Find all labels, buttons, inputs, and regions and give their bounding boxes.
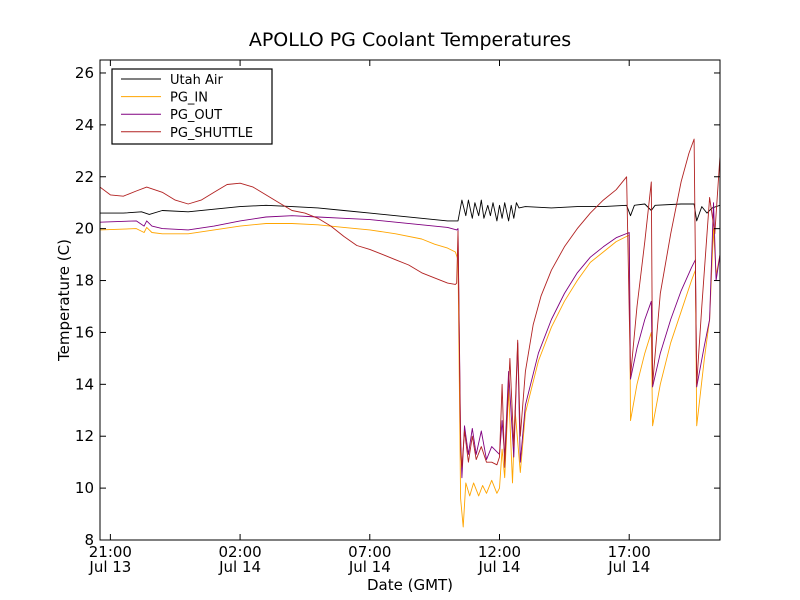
series-line-utah-air bbox=[100, 199, 720, 222]
x-tick-label-time: 02:00 bbox=[218, 543, 261, 561]
y-tick-label: 10 bbox=[75, 479, 94, 497]
y-axis-label: Temperature (C) bbox=[55, 239, 73, 362]
y-axis: 8 10 12 14 16 18 20 22 24 26 bbox=[75, 64, 720, 549]
y-tick-label: 16 bbox=[75, 323, 94, 341]
y-tick-label: 26 bbox=[75, 64, 94, 82]
x-tick-label-date: Jul 14 bbox=[478, 558, 521, 576]
legend-label: PG_SHUTTLE bbox=[170, 126, 253, 141]
x-tick-label-date: Jul 14 bbox=[607, 558, 650, 576]
y-tick-label: 20 bbox=[75, 220, 94, 238]
plot-frame bbox=[99, 59, 721, 541]
series-line-pg-out bbox=[100, 202, 720, 479]
y-tick-label: 14 bbox=[75, 375, 94, 393]
y-tick-label: 24 bbox=[75, 116, 94, 134]
legend-label: PG_OUT bbox=[170, 108, 222, 123]
y-tick-label: 22 bbox=[75, 168, 94, 186]
series-layer bbox=[100, 138, 720, 528]
y-tick-label: 12 bbox=[75, 427, 94, 445]
series-line-pg-in bbox=[100, 223, 720, 528]
x-tick-label-time: 21:00 bbox=[89, 543, 132, 561]
y-tick-label: 8 bbox=[84, 531, 94, 549]
legend-label: PG_IN bbox=[170, 91, 208, 106]
x-tick-label-date: Jul 13 bbox=[88, 558, 131, 576]
x-tick-label-date: Jul 14 bbox=[348, 558, 391, 576]
legend-label: Utah Air bbox=[170, 73, 223, 88]
series-line-pg-shuttle bbox=[100, 138, 720, 468]
chart-title: APOLLO PG Coolant Temperatures bbox=[249, 29, 571, 51]
x-tick-label-time: 07:00 bbox=[348, 543, 391, 561]
x-axis-label: Date (GMT) bbox=[367, 576, 453, 594]
y-tick-label: 18 bbox=[75, 272, 94, 290]
x-tick-label-time: 17:00 bbox=[608, 543, 651, 561]
x-tick-label-date: Jul 14 bbox=[218, 558, 261, 576]
x-tick-label-time: 12:00 bbox=[478, 543, 521, 561]
legend: Utah Air PG_IN PG_OUT PG_SHUTTLE bbox=[111, 68, 273, 145]
